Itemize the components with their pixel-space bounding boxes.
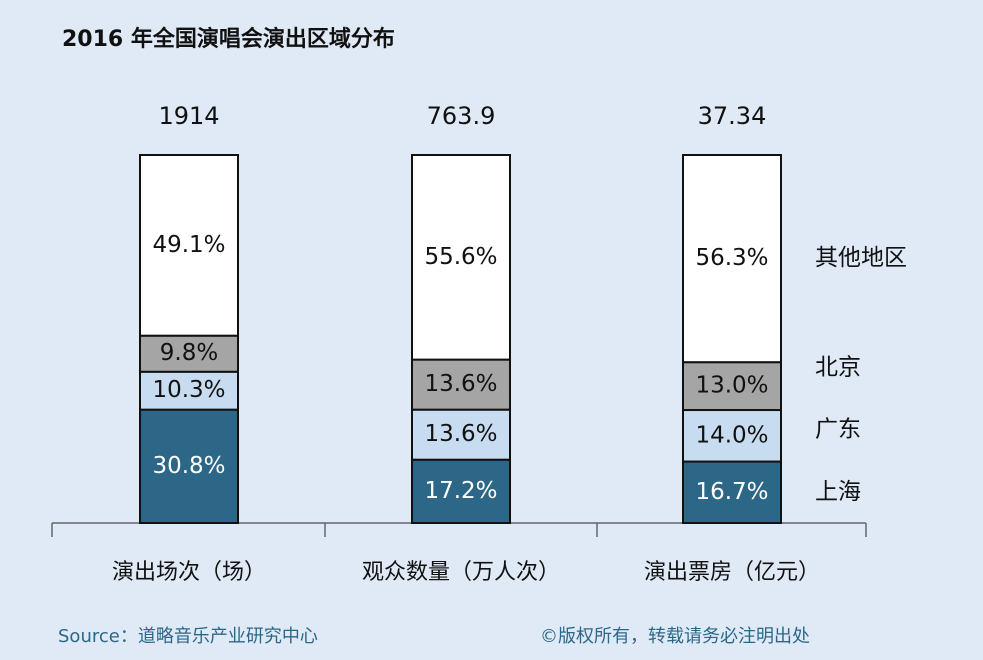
value-label: 30.8% [152,453,225,479]
total-label: 1914 [158,102,219,130]
value-label: 56.3% [695,245,768,271]
value-label: 14.0% [695,422,768,448]
legend-label: 上海 [815,479,861,505]
bar-segment [139,370,239,411]
legend-label: 北京 [815,355,861,381]
bar-segment [139,408,239,525]
total-label: 763.9 [427,102,496,130]
copyright: ©版权所有，转载请务必注明出处 [540,626,810,647]
value-label: 13.6% [424,371,497,397]
legend-label: 广东 [815,416,861,442]
legend-label: 其他地区 [815,245,907,271]
value-label: 16.7% [695,479,768,505]
value-label: 13.6% [424,421,497,447]
bar-segment [411,154,511,361]
value-label: 9.8% [160,340,218,366]
value-label: 49.1% [152,232,225,258]
bar-segment [139,154,239,337]
chart-title: 2016 年全国演唱会演出区域分布 [62,26,395,52]
bar-segment [682,409,782,463]
source: Source：道略音乐产业研究中心 [58,626,318,647]
value-label: 55.6% [424,244,497,270]
value-label: 10.3% [152,377,225,403]
value-label: 13.0% [695,373,768,399]
x-tick-label: 演出场次（场） [112,560,266,585]
x-tick-label: 观众数量（万人次） [362,560,560,585]
total-label: 37.34 [698,102,767,130]
bar-segment [682,460,782,525]
value-label: 17.2% [424,478,497,504]
x-tick-label: 演出票房（亿元） [644,560,820,585]
bar-segment [682,154,782,364]
